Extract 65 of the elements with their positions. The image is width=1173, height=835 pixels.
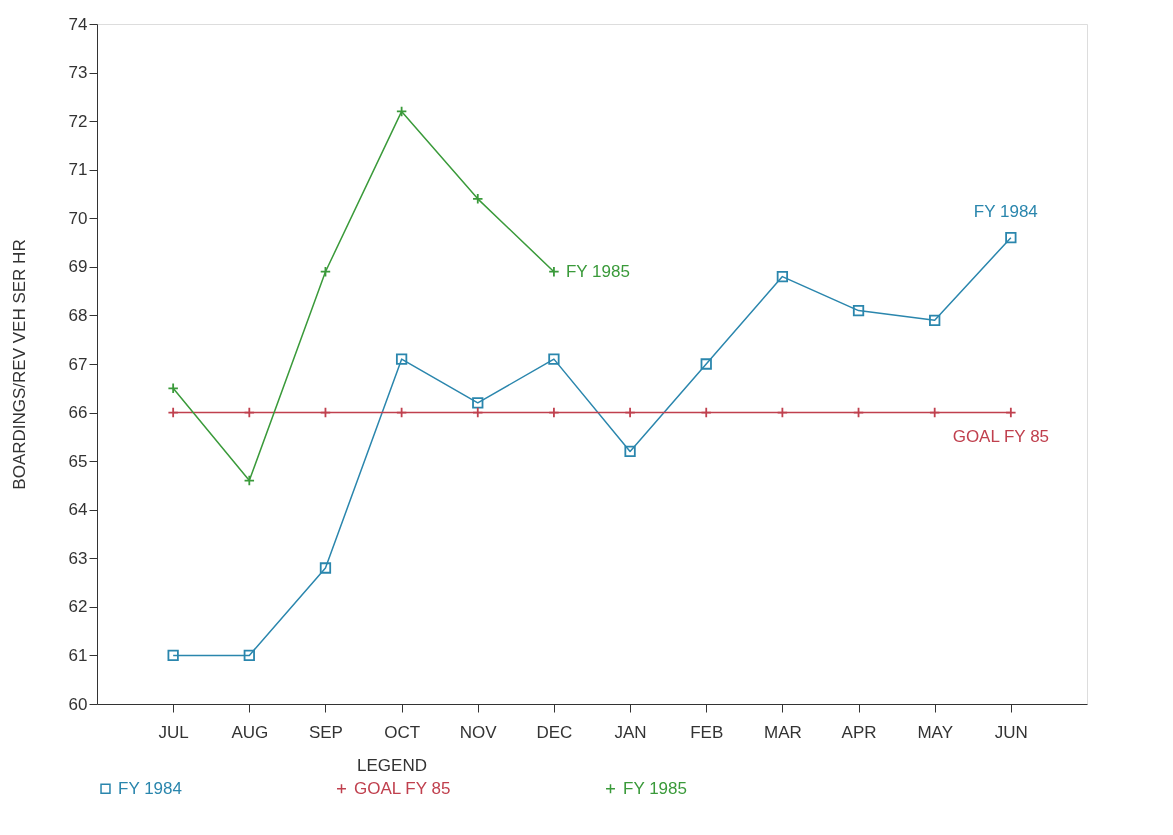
y-axis-title: BOARDINGS/REV VEH SER HR [9, 239, 29, 490]
point [243, 649, 255, 662]
y-tick-label: 68 [68, 305, 88, 325]
y-tick-label: 69 [68, 257, 88, 277]
point [319, 406, 332, 419]
legend-label: GOAL FY 85 [354, 778, 451, 798]
x-tick-label: JUL [158, 722, 189, 742]
point [700, 358, 712, 370]
legend-label: FY 1985 [623, 778, 687, 798]
annotation: FY 1985 [565, 261, 630, 281]
x-tick-label: OCT [384, 722, 421, 742]
x-tick-label: MAR [763, 722, 802, 742]
y-tick-label: 60 [68, 694, 88, 714]
point [319, 266, 332, 278]
point [243, 406, 255, 419]
y-tick-label: 61 [68, 645, 88, 665]
point [472, 406, 484, 419]
y-tick-label: 64 [68, 500, 88, 520]
point [929, 314, 941, 326]
point [395, 105, 408, 118]
point [395, 406, 408, 419]
point [395, 353, 408, 365]
legend-label: FY 1984 [118, 778, 182, 798]
point [852, 406, 865, 419]
x-tick-label: MAY [917, 722, 953, 742]
x-tick-label: APR [841, 722, 877, 742]
point [167, 382, 179, 394]
point [472, 397, 484, 409]
y-tick-label: 65 [68, 451, 88, 471]
point [776, 406, 789, 419]
point [548, 266, 560, 278]
point [243, 474, 255, 487]
annotation: GOAL FY 85 [952, 426, 1050, 446]
y-tick-label: 74 [68, 14, 88, 34]
point [167, 406, 179, 419]
annotation: FY 1984 [973, 201, 1038, 221]
x-tick-label: JAN [614, 722, 647, 742]
point [548, 406, 560, 419]
point [852, 304, 865, 317]
point [167, 649, 179, 662]
legend-title: LEGEND [357, 756, 427, 775]
point [929, 406, 941, 419]
x-tick-label: AUG [231, 722, 269, 742]
point [624, 445, 636, 458]
y-tick-label: 71 [68, 160, 88, 180]
point [776, 270, 789, 283]
point [472, 193, 484, 205]
y-tick-label: 66 [68, 403, 88, 423]
point [548, 353, 560, 365]
point [319, 562, 332, 574]
point [1005, 406, 1017, 419]
point [624, 406, 636, 419]
x-tick-label: DEC [536, 722, 573, 742]
y-tick-label: 67 [68, 354, 88, 374]
x-tick-label: SEP [308, 722, 343, 742]
y-tick-label: 62 [68, 597, 88, 617]
y-tick-label: 70 [68, 208, 88, 228]
y-tick-label: 72 [68, 111, 88, 131]
x-tick-label: JUN [994, 722, 1028, 742]
x-tick-label: NOV [459, 722, 498, 742]
x-tick-label: FEB [690, 722, 724, 742]
point [1005, 232, 1017, 244]
y-tick-label: 63 [68, 548, 88, 568]
point [700, 406, 712, 419]
y-tick-label: 73 [68, 63, 88, 83]
